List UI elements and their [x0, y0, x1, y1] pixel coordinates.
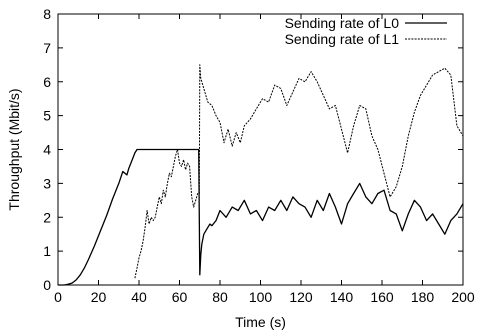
series-line-l1 [134, 64, 464, 279]
x-tick-label: 160 [370, 289, 394, 305]
series-line-l0 [58, 148, 464, 286]
x-tick-label: 200 [451, 289, 475, 305]
legend-label-l1: Sending rate of L1 [285, 31, 400, 47]
series-layer [58, 64, 464, 286]
y-tick-label: 4 [43, 142, 51, 158]
x-tick-label: 120 [289, 289, 313, 305]
x-tick-label: 20 [91, 289, 107, 305]
x-tick-label: 140 [330, 289, 354, 305]
x-tick-label: 40 [131, 289, 147, 305]
x-axis-label: Time (s) [235, 314, 286, 330]
y-tick-label: 1 [43, 243, 51, 259]
y-tick-label: 5 [43, 108, 51, 124]
x-tick-label: 0 [54, 289, 62, 305]
plot-frame [57, 13, 464, 286]
y-axis-label: Throughput (Mbit/s) [6, 88, 22, 210]
y-tick-label: 0 [43, 277, 51, 293]
y-tick-label: 3 [43, 175, 51, 191]
y-tick-label: 7 [43, 40, 51, 56]
y-tick-label: 2 [43, 209, 51, 225]
legend-label-l0: Sending rate of L0 [285, 15, 400, 31]
x-tick-label: 80 [212, 289, 228, 305]
axis-ticks: 0 20 40 60 80 100 120 140 160 180 200 0 1 2 3 4 5 6 7 8 [43, 6, 475, 305]
x-tick-label: 60 [172, 289, 188, 305]
x-tick-label: 100 [249, 289, 273, 305]
x-tick-label: 180 [411, 289, 435, 305]
y-tick-label: 6 [43, 74, 51, 90]
y-tick-label: 8 [43, 6, 51, 22]
